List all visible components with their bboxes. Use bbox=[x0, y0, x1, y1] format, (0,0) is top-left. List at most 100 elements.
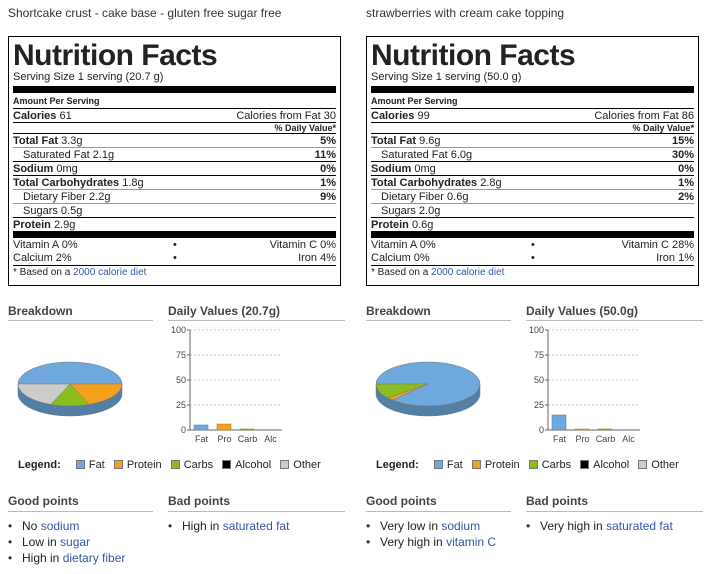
legend-item-carbs: Carbs bbox=[165, 459, 213, 471]
divider bbox=[8, 320, 153, 321]
y-tick-label: 25 bbox=[534, 400, 544, 410]
nutrient-link[interactable]: sodium bbox=[40, 519, 80, 533]
calorie-diet-link[interactable]: 2000 calorie diet bbox=[431, 267, 505, 278]
list-item: Very high in vitamin C bbox=[366, 534, 496, 550]
legend-item-alcohol: Alcohol bbox=[216, 459, 271, 471]
legend-swatch bbox=[433, 460, 443, 469]
good-points-heading: Good points bbox=[366, 494, 437, 508]
bad-points-list: Very high in saturated fat bbox=[526, 518, 673, 534]
y-tick-label: 50 bbox=[176, 375, 186, 385]
nutrition-panel: strawberries with cream cake topping Nut… bbox=[358, 0, 706, 574]
y-tick-label: 25 bbox=[176, 400, 186, 410]
nutrition-panel: Shortcake crust - cake base - gluten fre… bbox=[0, 0, 353, 574]
divider bbox=[366, 511, 511, 512]
daily-values-heading: Daily Values (20.7g) bbox=[168, 304, 281, 318]
bar-fat bbox=[551, 414, 567, 431]
x-tick-label: Fat bbox=[553, 434, 567, 444]
protein-row: Protein 2.9g bbox=[13, 217, 336, 231]
legend: Legend: Fat Protein Carbs Alcohol Other bbox=[18, 459, 321, 471]
daily-values-heading: Daily Values (50.0g) bbox=[526, 304, 639, 318]
legend-swatch bbox=[75, 460, 85, 469]
legend-item-fat: Fat bbox=[70, 459, 105, 471]
good-points-list: No sodiumLow in sugarHigh in dietary fib… bbox=[8, 518, 125, 566]
y-tick-label: 100 bbox=[529, 325, 544, 335]
y-tick-label: 50 bbox=[534, 375, 544, 385]
nutrient-link[interactable]: saturated fat bbox=[222, 519, 290, 533]
nutrient-link[interactable]: dietary fiber bbox=[62, 551, 126, 565]
nutrient-link[interactable]: saturated fat bbox=[606, 519, 673, 533]
legend-item-protein: Protein bbox=[108, 459, 162, 471]
breakdown-heading: Breakdown bbox=[366, 304, 431, 318]
mineral-row: Calcium 2% • Iron 4% bbox=[13, 252, 336, 264]
daily-value-header: % Daily Value* bbox=[13, 122, 336, 133]
breakdown-heading: Breakdown bbox=[8, 304, 73, 318]
y-tick-label: 75 bbox=[534, 350, 544, 360]
total-fat-row: Total Fat 9.6g 15% bbox=[371, 133, 694, 147]
daily-values-bar-chart: 0 25 50 75 100 Fat Pro Carb Alc bbox=[171, 325, 282, 444]
thick-divider bbox=[371, 231, 694, 238]
calories-row: Calories 61 Calories from Fat 30 bbox=[13, 108, 336, 122]
nutrition-label: Nutrition Facts Serving Size 1 serving (… bbox=[8, 36, 341, 286]
list-item: High in saturated fat bbox=[168, 518, 289, 534]
legend-swatch bbox=[113, 460, 123, 469]
bad-points-list: High in saturated fat bbox=[168, 518, 289, 534]
nutrition-facts-heading: Nutrition Facts bbox=[13, 39, 218, 72]
daily-value-header: % Daily Value* bbox=[371, 122, 694, 133]
y-tick-label: 75 bbox=[176, 350, 186, 360]
list-item: Low in sugar bbox=[8, 534, 125, 550]
list-item: Very high in saturated fat bbox=[526, 518, 673, 534]
footnote: * Based on a 2000 calorie diet bbox=[13, 265, 336, 279]
pie-slice-fat bbox=[17, 361, 123, 385]
bad-points-heading: Bad points bbox=[168, 494, 230, 508]
breakdown-pie-chart bbox=[17, 361, 123, 417]
total-fat-row: Total Fat 3.3g 5% bbox=[13, 133, 336, 147]
bar-fat bbox=[193, 424, 209, 431]
breakdown-pie-chart bbox=[375, 361, 481, 417]
legend-swatch bbox=[222, 460, 232, 469]
amount-per-serving: Amount Per Serving bbox=[13, 96, 100, 106]
legend-swatch bbox=[638, 460, 648, 469]
pie-slice-other bbox=[17, 383, 71, 405]
thick-divider bbox=[13, 231, 336, 238]
thick-divider bbox=[13, 86, 336, 93]
divider bbox=[366, 320, 511, 321]
bar-pro bbox=[574, 428, 590, 431]
legend-item-other: Other bbox=[274, 459, 321, 471]
serving-size: Serving Size 1 serving (50.0 g) bbox=[371, 71, 522, 83]
calories-from-fat: Calories from Fat 30 bbox=[236, 110, 336, 122]
legend-title: Legend: bbox=[376, 459, 419, 471]
carbohydrates-row: Total Carbohydrates 2.8g 1% bbox=[371, 175, 694, 189]
dietary-fiber-row: Dietary Fiber 0.6g 2% bbox=[371, 189, 694, 203]
saturated-fat-row: Saturated Fat 6.0g 30% bbox=[371, 147, 694, 161]
legend-item-alcohol: Alcohol bbox=[574, 459, 629, 471]
nutrient-link[interactable]: sugar bbox=[60, 535, 91, 549]
legend-swatch bbox=[471, 460, 481, 469]
list-item: High in dietary fiber bbox=[8, 550, 125, 566]
dietary-fiber-row: Dietary Fiber 2.2g 9% bbox=[13, 189, 336, 203]
saturated-fat-row: Saturated Fat 2.1g 11% bbox=[13, 147, 336, 161]
x-tick-label: Alc bbox=[264, 434, 277, 444]
y-tick-label: 100 bbox=[171, 325, 186, 335]
calorie-diet-link[interactable]: 2000 calorie diet bbox=[73, 267, 147, 278]
divider bbox=[526, 320, 703, 321]
list-item: No sodium bbox=[8, 518, 125, 534]
bar-carb bbox=[597, 428, 613, 431]
x-tick-label: Pro bbox=[217, 434, 231, 444]
legend-swatch bbox=[580, 460, 590, 469]
daily-values-bar-chart: 0 25 50 75 100 Fat Pro Carb Alc bbox=[529, 325, 640, 444]
sugars-row: Sugars 0.5g bbox=[13, 203, 336, 217]
legend-swatch bbox=[280, 460, 290, 469]
nutrient-link[interactable]: sodium bbox=[441, 519, 481, 533]
nutrition-label: Nutrition Facts Serving Size 1 serving (… bbox=[366, 36, 699, 286]
nutrient-link[interactable]: vitamin C bbox=[446, 535, 497, 549]
x-tick-label: Alc bbox=[622, 434, 635, 444]
legend-item-fat: Fat bbox=[428, 459, 463, 471]
y-tick-label: 0 bbox=[539, 425, 544, 435]
legend-title: Legend: bbox=[18, 459, 61, 471]
footnote: * Based on a 2000 calorie diet bbox=[371, 265, 694, 279]
divider bbox=[168, 320, 345, 321]
carbohydrates-row: Total Carbohydrates 1.8g 1% bbox=[13, 175, 336, 189]
thick-divider bbox=[371, 86, 694, 93]
x-tick-label: Fat bbox=[195, 434, 209, 444]
good-points-list: Very low in sodiumVery high in vitamin C bbox=[366, 518, 496, 550]
